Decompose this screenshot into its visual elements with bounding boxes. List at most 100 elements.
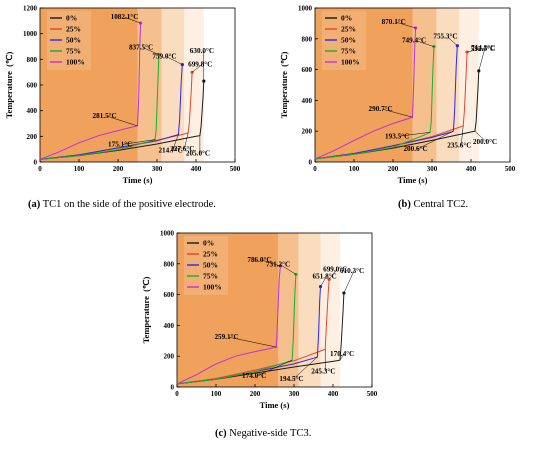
caption-a: (a) TC1 on the side of the positive elec… [28, 199, 216, 210]
chart-tc3-negative-side: 0 100 200 300 400 500 0 200 400 600 800 1000 Time (s… [141, 230, 378, 411]
x-tick-label: 400 [191, 165, 202, 173]
annotation-arrow [395, 21, 416, 29]
y-tick-label: 1000 [23, 30, 38, 38]
annotation-label: 174.0°C [242, 372, 266, 380]
series-peak-point-0 [477, 69, 481, 73]
x-tick-label: 0 [313, 165, 317, 173]
y-tick-label: 400 [302, 97, 313, 105]
legend-label-0: 0% [341, 14, 352, 23]
annotation-label: 731.2°C [266, 260, 290, 268]
annotation-label: 651.8°C [313, 273, 337, 281]
annotation-label: 786.0°C [247, 256, 271, 264]
annotation-label: 699.0°C [323, 265, 347, 273]
annotation-arrow [261, 259, 281, 267]
series-line-4 [39, 23, 142, 160]
x-tick-label: 400 [466, 165, 477, 173]
plot-frame [176, 232, 373, 388]
chart-tc2-central: 0 100 200 300 400 500 0 200 400 600 800 1000 Time (s… [279, 5, 516, 186]
series-line-4 [314, 27, 417, 160]
annotation-label: 281.5°C [93, 112, 117, 120]
legend-label-2: 50% [66, 36, 81, 45]
legend-label-1: 25% [203, 250, 218, 259]
annotation-arrow [343, 270, 355, 294]
y-axis-title: Temperature (℃) [4, 51, 14, 118]
annotation-label: 235.6°C [447, 142, 471, 150]
shaded-region-2 [298, 233, 321, 387]
y-tick-label: 400 [27, 107, 38, 115]
annotation-label: 175.1°C [108, 141, 132, 149]
annotation-label: 749.4°C [402, 37, 426, 45]
annotation-arrow [478, 48, 486, 71]
x-axis-title: Time (s) [123, 175, 153, 185]
y-tick-label: 1200 [23, 5, 38, 13]
annotation-label: 200.0°C [473, 138, 497, 146]
x-tick-label: 0 [175, 390, 179, 398]
y-tick-label: 200 [164, 353, 175, 361]
x-tick-label: 200 [113, 165, 124, 173]
y-tick-label: 800 [302, 35, 313, 43]
legend-label-3: 75% [341, 47, 356, 56]
caption-c-text: Negative-side TC3. [229, 428, 312, 439]
annotation-arrow [339, 353, 345, 361]
x-tick-label: 300 [289, 390, 300, 398]
annotation-label: 699.8°C [188, 60, 212, 68]
y-tick-label: 0 [309, 159, 313, 167]
annotation-arrow [467, 47, 486, 53]
y-tick-label: 600 [164, 291, 175, 299]
annotation-label: 245.3°C [311, 367, 335, 375]
y-tick-label: 800 [164, 260, 175, 268]
x-tick-label: 500 [230, 165, 241, 173]
x-tick-label: 500 [505, 165, 516, 173]
annotation-label: 870.1°C [382, 18, 406, 26]
annotation-label: 592.5°C [471, 45, 495, 53]
annotation-arrow [122, 139, 156, 145]
y-tick-label: 400 [164, 322, 175, 330]
annotation-arrow [106, 115, 138, 127]
annotation-arrow [399, 132, 431, 137]
annotation-arrow [255, 359, 293, 377]
annotation-arrow [417, 130, 454, 150]
annotation-arrow [142, 47, 160, 55]
legend-label-1: 25% [66, 25, 81, 34]
annotation-label: 714.3°C [471, 44, 495, 52]
annotation-arrow [191, 64, 203, 73]
legend-label-4: 100% [203, 283, 222, 292]
caption-b-text: Central TC2. [413, 199, 469, 210]
annotation-arrow [279, 264, 297, 275]
annotation-label: 170.4°C [330, 350, 354, 358]
shaded-region-0 [177, 233, 279, 387]
annotation-label: 194.5°C [279, 375, 303, 383]
series-line-4 [176, 265, 281, 385]
y-tick-label: 600 [302, 66, 313, 74]
x-tick-label: 500 [367, 390, 378, 398]
annotation-label: 214.7°C [158, 146, 182, 154]
x-tick-label: 400 [328, 390, 339, 398]
annotation-arrow [460, 125, 464, 146]
series-peak-point-0 [342, 291, 346, 295]
annotation-arrow [328, 269, 338, 280]
series-line-1 [176, 279, 330, 385]
caption-a-tag: (a) [28, 199, 41, 210]
annotation-label: 290.7°C [369, 105, 393, 113]
annotation-label: 759.0°C [152, 53, 176, 61]
series-line-3 [39, 54, 160, 160]
x-axis-title: Time (s) [260, 400, 290, 410]
series-line-3 [314, 46, 435, 160]
shaded-region-3 [320, 233, 341, 387]
x-tick-label: 100 [74, 165, 85, 173]
y-axis-title: Temperature (℃) [279, 51, 289, 118]
legend-label-3: 75% [66, 47, 81, 56]
x-tick-label: 200 [250, 390, 261, 398]
annotation-label: 259.1°C [214, 333, 238, 341]
shaded-region-0 [40, 8, 138, 162]
annotation-arrow [172, 134, 179, 151]
x-tick-label: 300 [427, 165, 438, 173]
caption-c: (c) Negative-side TC3. [215, 428, 311, 439]
annotation-arrow [183, 132, 189, 149]
caption-b-tag: (b) [398, 199, 411, 210]
caption-a-text: TC1 on the side of the positive electrod… [42, 199, 216, 210]
plot-frame [314, 7, 511, 163]
y-tick-label: 0 [171, 384, 175, 392]
shaded-region-3 [184, 8, 204, 162]
y-tick-label: 200 [27, 133, 38, 141]
